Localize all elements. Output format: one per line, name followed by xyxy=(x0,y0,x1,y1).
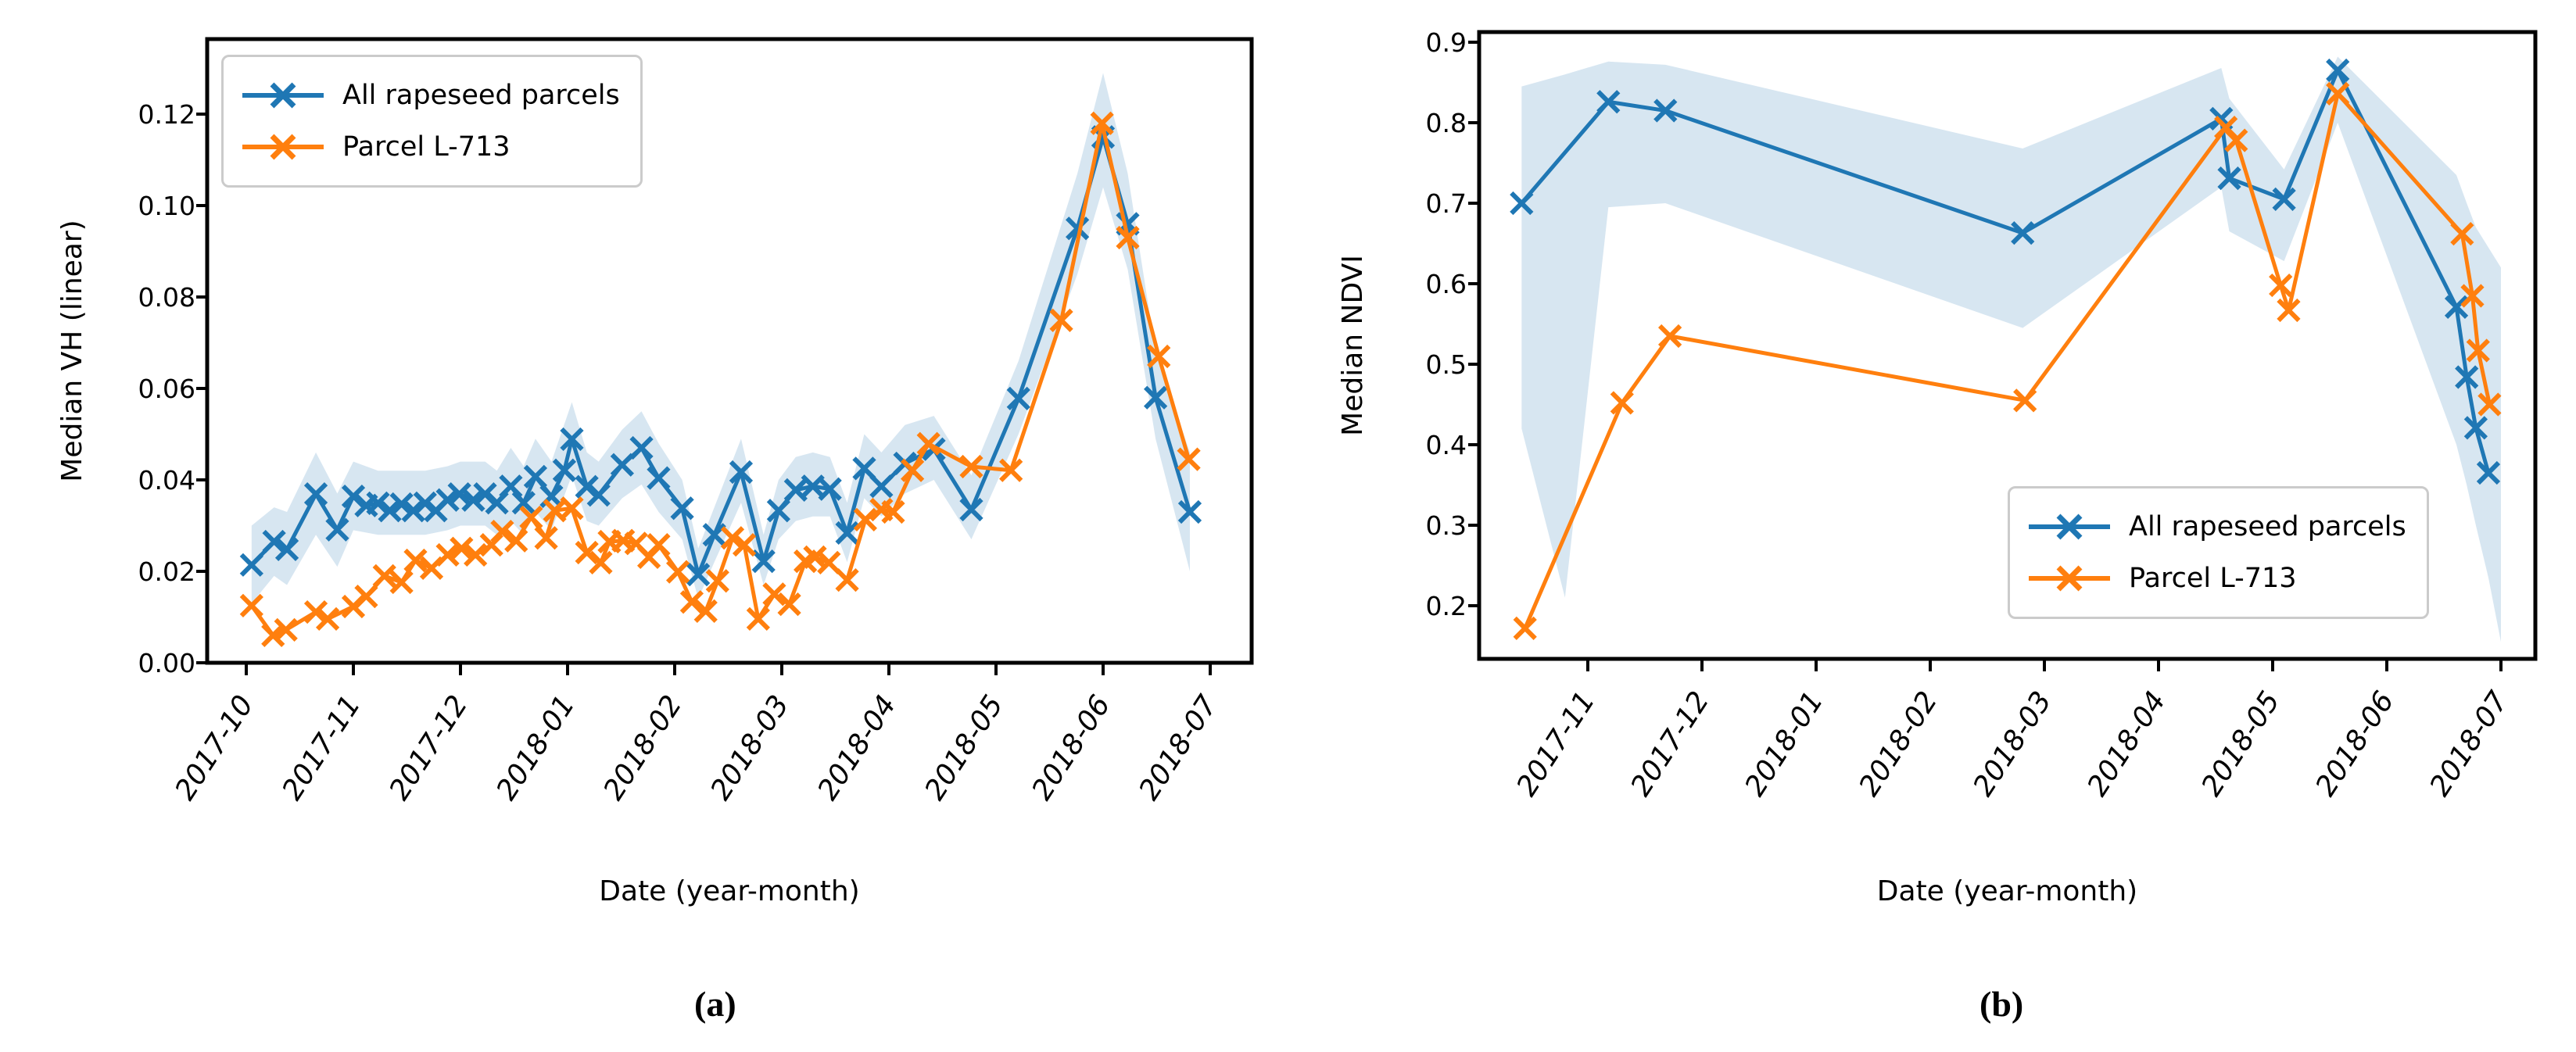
legend-entry-a-1: Parcel L-713 xyxy=(239,121,620,173)
legend-sample-x-marker xyxy=(2029,513,2110,540)
xtick-label-b: 2018-02 xyxy=(1853,686,1944,802)
legend-chart-a: All rapeseed parcels Parcel L-713 xyxy=(221,55,643,188)
ytick-label-b: 0.9 xyxy=(1426,27,1467,58)
legend-label: Parcel L-713 xyxy=(342,131,511,163)
legend-sample-x-marker xyxy=(242,134,324,160)
xtick-label-b: 2018-03 xyxy=(1967,686,2058,802)
series-markers-b-1 xyxy=(1513,81,2502,640)
ytick-label-a: 0.10 xyxy=(138,191,195,221)
ytick-label-b: 0.7 xyxy=(1426,188,1467,219)
legend-sample-x-marker xyxy=(242,82,324,109)
subplot-label-b: (b) xyxy=(1979,984,2024,1024)
ytick-label-b: 0.2 xyxy=(1426,591,1467,621)
xtick-label-b: 2018-01 xyxy=(1739,686,1829,802)
legend-chart-b: All rapeseed parcels Parcel L-713 xyxy=(2008,486,2429,619)
ytick-label-b: 0.6 xyxy=(1426,269,1467,299)
ytick-label-a: 0.08 xyxy=(138,282,195,313)
ytick-label-b: 0.5 xyxy=(1426,349,1467,380)
legend-label: All rapeseed parcels xyxy=(342,80,620,111)
subplot-label-a: (a) xyxy=(694,984,736,1024)
xtick-label-b: 2018-05 xyxy=(2195,686,2286,802)
plot-area-a xyxy=(239,73,1202,648)
ytick-label-a: 0.04 xyxy=(138,465,195,496)
legend-sample-x-marker xyxy=(2029,565,2110,592)
legend-entry-a-0: All rapeseed parcels xyxy=(239,70,620,121)
xaxis-title-a: Date (year-month) xyxy=(599,875,859,907)
ytick-label-a: 0.06 xyxy=(138,374,195,404)
yaxis-title-a: Median VH (linear) xyxy=(56,220,88,481)
xtick-label-b: 2018-06 xyxy=(2309,686,2400,802)
series-markers-a-0 xyxy=(239,125,1202,587)
axes-spines-b xyxy=(1477,30,2538,661)
xtick-label-b: 2017-12 xyxy=(1625,686,1715,802)
series-markers-a-1 xyxy=(239,111,1201,648)
std-band-a xyxy=(251,73,1190,603)
legend-entry-b-0: All rapeseed parcels xyxy=(2026,501,2406,553)
ytick-label-b: 0.4 xyxy=(1426,430,1467,460)
xtick-label-b: 2018-07 xyxy=(2424,685,2514,802)
ytick-label-b: 0.8 xyxy=(1426,108,1467,138)
series-line-b-0 xyxy=(1520,68,2491,474)
xaxis-title-b: Date (year-month) xyxy=(1877,875,2137,907)
legend-entry-b-1: Parcel L-713 xyxy=(2026,553,2406,604)
series-markers-b-0 xyxy=(1510,58,2501,485)
ytick-label-a: 0.00 xyxy=(138,648,195,678)
legend-label: Parcel L-713 xyxy=(2129,563,2297,594)
axes-spines-a xyxy=(205,37,1254,665)
plot-area-b xyxy=(1510,56,2502,642)
ytick-label-a: 0.02 xyxy=(138,556,195,587)
xtick-label-b: 2017-11 xyxy=(1510,686,1601,802)
legend-label: All rapeseed parcels xyxy=(2129,511,2406,542)
ytick-label-b: 0.3 xyxy=(1426,510,1467,541)
ytick-label-a: 0.12 xyxy=(138,99,195,130)
yaxis-title-b: Median NDVI xyxy=(1337,255,1369,436)
xtick-label-b: 2018-04 xyxy=(2081,686,2172,802)
